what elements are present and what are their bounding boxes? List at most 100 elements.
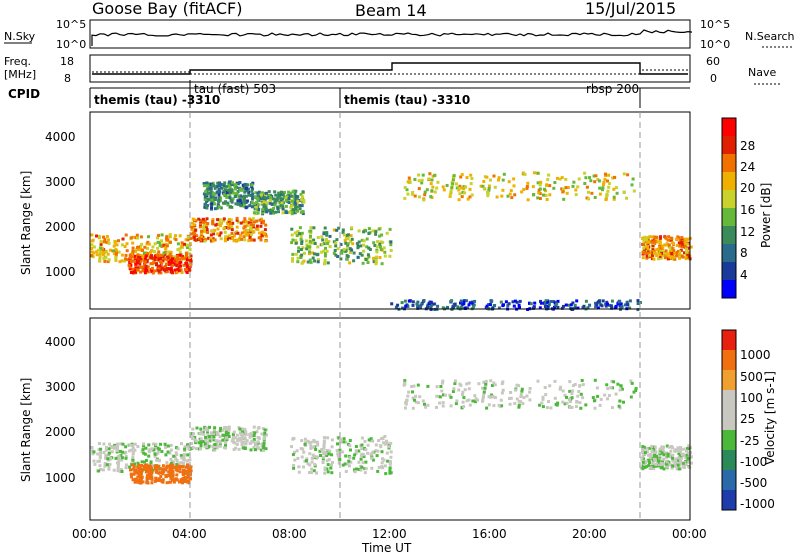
heatmap-cell	[155, 458, 159, 462]
power-colorbar-label: Power [dB]	[759, 183, 773, 248]
heatmap-cell	[256, 426, 260, 430]
heatmap-cell	[208, 439, 212, 443]
heatmap-cell	[611, 176, 614, 180]
heatmap-cell	[203, 425, 207, 429]
heatmap-cell	[313, 440, 317, 444]
heatmap-cell	[199, 218, 203, 222]
heatmap-cell	[321, 238, 325, 242]
heatmap-cell	[483, 386, 487, 390]
heatmap-cell	[487, 186, 491, 190]
heatmap-cell	[218, 218, 222, 222]
heatmap-cell	[167, 263, 171, 266]
heatmap-cell	[209, 233, 213, 237]
heatmap-cell	[309, 447, 313, 450]
heatmap-cell	[346, 247, 349, 251]
heatmap-cell	[236, 190, 240, 194]
heatmap-cell	[420, 181, 424, 185]
heatmap-cell	[99, 447, 103, 451]
heatmap-cell	[343, 462, 347, 466]
heatmap-cell	[219, 426, 223, 430]
heatmap-cell	[685, 447, 689, 451]
heatmap-cell	[175, 478, 179, 482]
heatmap-cell	[565, 191, 569, 195]
heatmap-cell	[222, 219, 226, 223]
x-tick: 12:00	[372, 527, 407, 541]
x-axis: 00:00 04:00 08:00 12:00 16:00 20:00 00:0…	[72, 527, 707, 541]
noise-right-tick-bottom: 10^0	[700, 38, 730, 51]
heatmap-cell	[377, 227, 381, 231]
heatmap-cell	[157, 447, 161, 451]
heatmap-cell	[216, 444, 220, 448]
heatmap-cell	[575, 299, 579, 303]
heatmap-cell	[497, 403, 501, 407]
heatmap-cell	[120, 470, 124, 473]
heatmap-cell	[242, 202, 246, 206]
heatmap-cell	[206, 231, 210, 234]
heatmap-cell	[350, 226, 354, 230]
heatmap-cell	[250, 205, 254, 209]
colorbar-swatch	[722, 450, 736, 471]
heatmap-cell	[293, 231, 297, 235]
heatmap-cell	[180, 442, 183, 446]
heatmap-cell	[378, 234, 382, 238]
heatmap-cell	[189, 237, 193, 240]
heatmap-cell	[244, 232, 248, 236]
heatmap-cell	[599, 397, 603, 401]
heatmap-cell	[301, 212, 305, 216]
heatmap-cell	[302, 199, 306, 203]
heatmap-cell	[650, 235, 654, 239]
heatmap-cell	[243, 190, 247, 194]
heatmap-cell	[234, 192, 238, 195]
heatmap-cell	[440, 381, 444, 385]
heatmap-cell	[659, 256, 663, 260]
heatmap-cell	[142, 451, 146, 455]
heatmap-cell	[241, 446, 245, 450]
heatmap-cell	[653, 445, 657, 449]
heatmap-cell	[353, 470, 357, 474]
heatmap-cell	[610, 299, 614, 303]
heatmap-cell	[292, 463, 296, 467]
heatmap-cell	[150, 447, 154, 451]
heatmap-cell	[129, 236, 133, 240]
heatmap-cell	[518, 306, 521, 309]
heatmap-cell	[499, 398, 503, 402]
heatmap-cell	[364, 258, 368, 261]
heatmap-cell	[197, 217, 201, 221]
heatmap-cell	[672, 252, 676, 255]
heatmap-cell	[284, 204, 288, 208]
heatmap-cell	[678, 256, 681, 260]
heatmap-cell	[184, 238, 188, 242]
heatmap-cell	[114, 255, 118, 259]
heatmap-cell	[197, 441, 201, 445]
heatmap-cell	[141, 255, 145, 258]
heatmap-cell	[150, 477, 154, 481]
heatmap-cell	[211, 237, 215, 241]
heatmap-cell	[677, 456, 681, 460]
heatmap-cell	[604, 304, 608, 308]
colorbar-swatch	[722, 208, 736, 227]
heatmap-cell	[431, 174, 435, 178]
heatmap-cell	[380, 233, 384, 237]
heatmap-cell	[358, 252, 362, 256]
heatmap-cell	[223, 426, 226, 430]
heatmap-cell	[250, 238, 254, 242]
heatmap-cell	[178, 250, 182, 254]
heatmap-cell	[564, 303, 568, 307]
heatmap-cell	[491, 306, 495, 310]
heatmap-cell	[362, 453, 366, 457]
heatmap-cell	[177, 257, 181, 261]
heatmap-cell	[145, 481, 149, 485]
heatmap-cell	[489, 395, 493, 399]
heatmap-cell	[116, 465, 120, 469]
heatmap-cell	[420, 301, 424, 305]
heatmap-cell	[634, 387, 638, 390]
velocity-colorbar-ticks: 1000 500 100 25 -25 -100 -500 -1000	[740, 348, 775, 511]
heatmap-cell	[249, 233, 253, 237]
heatmap-cell	[605, 194, 609, 198]
heatmap-cell	[678, 454, 682, 458]
heatmap-cell	[290, 212, 294, 216]
heatmap-cell	[287, 190, 291, 194]
heatmap-cell	[242, 204, 246, 208]
heatmap-cell	[641, 256, 645, 260]
heatmap-cell	[320, 242, 324, 246]
